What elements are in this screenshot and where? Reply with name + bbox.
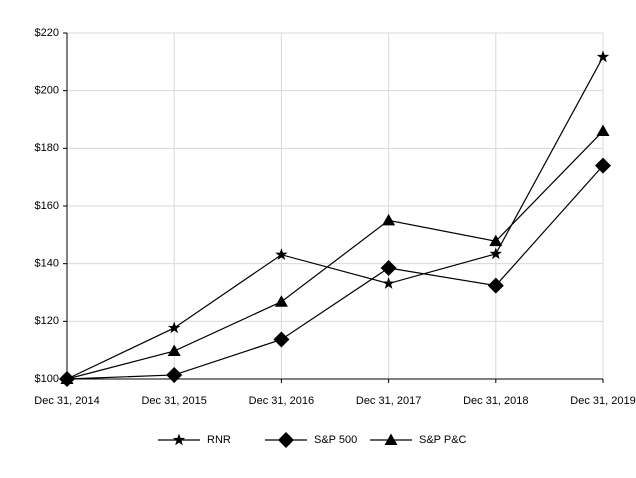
marker bbox=[166, 366, 183, 383]
y-tick-label: $100 bbox=[35, 373, 59, 385]
series-line bbox=[66, 56, 604, 380]
marker bbox=[596, 124, 610, 137]
x-tick-label: Dec 31, 2016 bbox=[249, 395, 314, 407]
legend-label: S&P 500 bbox=[314, 434, 357, 446]
marker bbox=[275, 248, 288, 260]
marker bbox=[168, 321, 181, 334]
y-tick-label: $160 bbox=[35, 200, 59, 212]
legend-label: RNR bbox=[207, 434, 231, 446]
legend-marker bbox=[384, 433, 398, 445]
series-line bbox=[66, 130, 604, 380]
marker bbox=[595, 157, 611, 174]
y-tick-label: $200 bbox=[35, 85, 59, 97]
series-line bbox=[66, 165, 604, 380]
marker bbox=[382, 213, 396, 226]
marker bbox=[60, 372, 74, 384]
marker bbox=[273, 331, 290, 348]
y-tick-label: $180 bbox=[35, 142, 59, 154]
y-tick-label: $120 bbox=[35, 315, 59, 327]
marker bbox=[489, 247, 502, 260]
marker bbox=[380, 259, 397, 276]
y-tick-label: $140 bbox=[35, 258, 59, 270]
x-tick-label: Dec 31, 2015 bbox=[141, 395, 206, 407]
marker bbox=[382, 277, 395, 289]
marker bbox=[487, 277, 504, 294]
y-tick-label: $220 bbox=[35, 27, 59, 39]
x-tick-label: Dec 31, 2019 bbox=[570, 395, 635, 407]
x-tick-label: Dec 31, 2014 bbox=[34, 395, 99, 407]
marker bbox=[274, 295, 288, 307]
legend-label: S&P P&C bbox=[419, 434, 467, 446]
marker bbox=[167, 344, 181, 357]
marker bbox=[596, 50, 610, 63]
legend-marker bbox=[278, 432, 294, 448]
x-tick-label: Dec 31, 2017 bbox=[356, 395, 421, 407]
x-tick-label: Dec 31, 2018 bbox=[463, 395, 528, 407]
marker bbox=[489, 234, 503, 247]
legend-marker bbox=[172, 433, 186, 446]
